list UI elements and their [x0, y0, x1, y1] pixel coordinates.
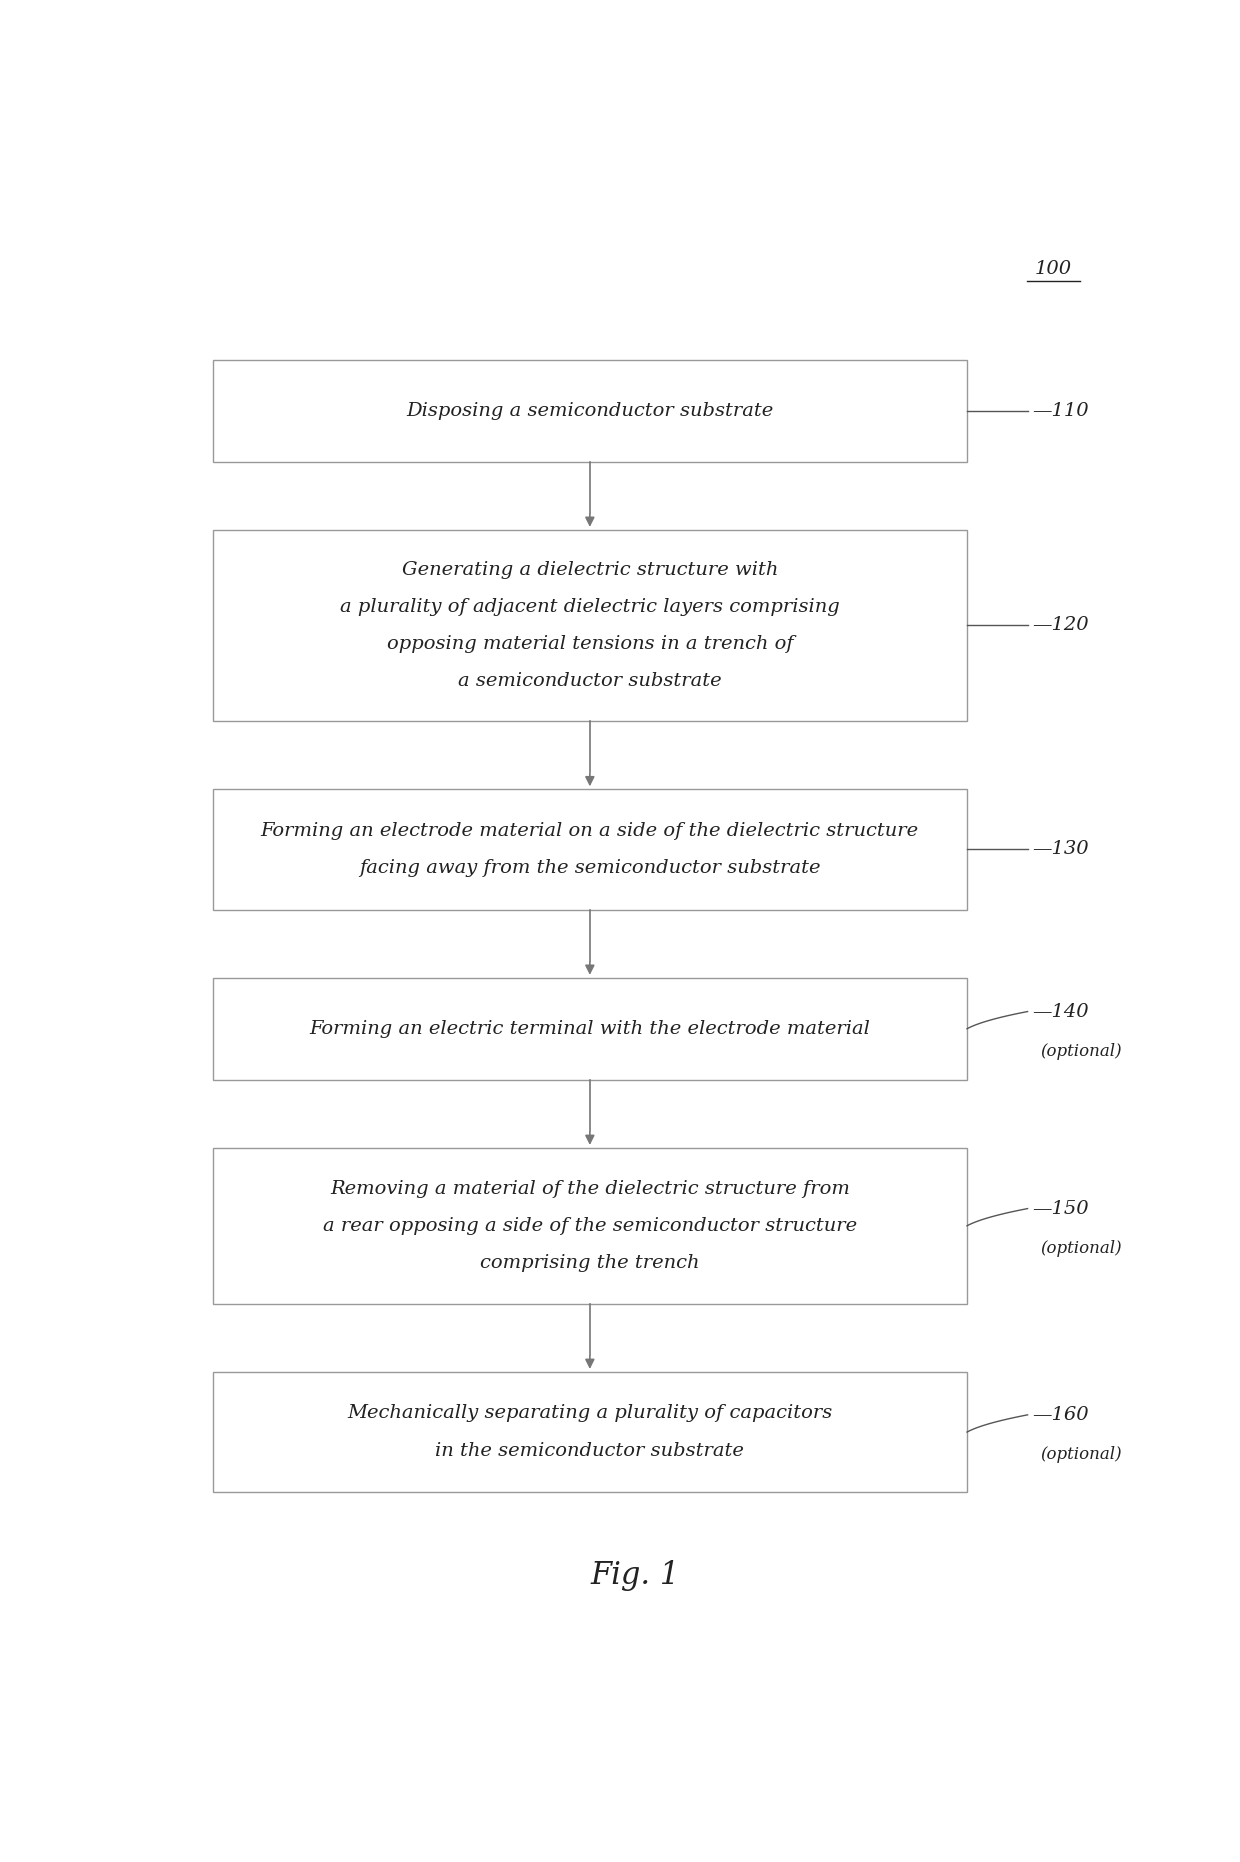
Bar — [213, 789, 967, 911]
Bar — [213, 1147, 967, 1303]
Text: Forming an electric terminal with the electrode material: Forming an electric terminal with the el… — [310, 1020, 870, 1037]
Text: Forming an electrode material on a side of the dielectric structure: Forming an electrode material on a side … — [260, 821, 919, 840]
Text: —140: —140 — [1033, 1002, 1089, 1020]
Text: Removing a material of the dielectric structure from: Removing a material of the dielectric st… — [330, 1179, 849, 1197]
Text: a semiconductor substrate: a semiconductor substrate — [458, 672, 722, 691]
Text: —150: —150 — [1033, 1199, 1089, 1218]
Text: —160: —160 — [1033, 1406, 1089, 1424]
Text: opposing material tensions in a trench of: opposing material tensions in a trench o… — [387, 635, 794, 654]
Bar — [213, 1372, 967, 1491]
Bar — [213, 978, 967, 1080]
Text: (optional): (optional) — [1040, 1447, 1122, 1464]
Text: (optional): (optional) — [1040, 1240, 1122, 1257]
Text: Fig. 1: Fig. 1 — [591, 1560, 680, 1590]
Text: Generating a dielectric structure with: Generating a dielectric structure with — [402, 560, 777, 579]
Text: comprising the trench: comprising the trench — [480, 1255, 699, 1272]
Text: —130: —130 — [1033, 840, 1089, 858]
Text: a rear opposing a side of the semiconductor structure: a rear opposing a side of the semiconduc… — [322, 1216, 857, 1235]
Text: Disposing a semiconductor substrate: Disposing a semiconductor substrate — [407, 402, 774, 419]
Text: Mechanically separating a plurality of capacitors: Mechanically separating a plurality of c… — [347, 1404, 832, 1423]
Text: 100: 100 — [1035, 261, 1073, 277]
Text: —120: —120 — [1033, 616, 1089, 635]
Text: in the semiconductor substrate: in the semiconductor substrate — [435, 1441, 744, 1460]
Text: a plurality of adjacent dielectric layers comprising: a plurality of adjacent dielectric layer… — [340, 598, 839, 616]
Text: —110: —110 — [1033, 402, 1089, 419]
Bar — [213, 531, 967, 721]
Text: facing away from the semiconductor substrate: facing away from the semiconductor subst… — [360, 858, 821, 877]
Bar — [213, 359, 967, 462]
Text: (optional): (optional) — [1040, 1043, 1122, 1059]
